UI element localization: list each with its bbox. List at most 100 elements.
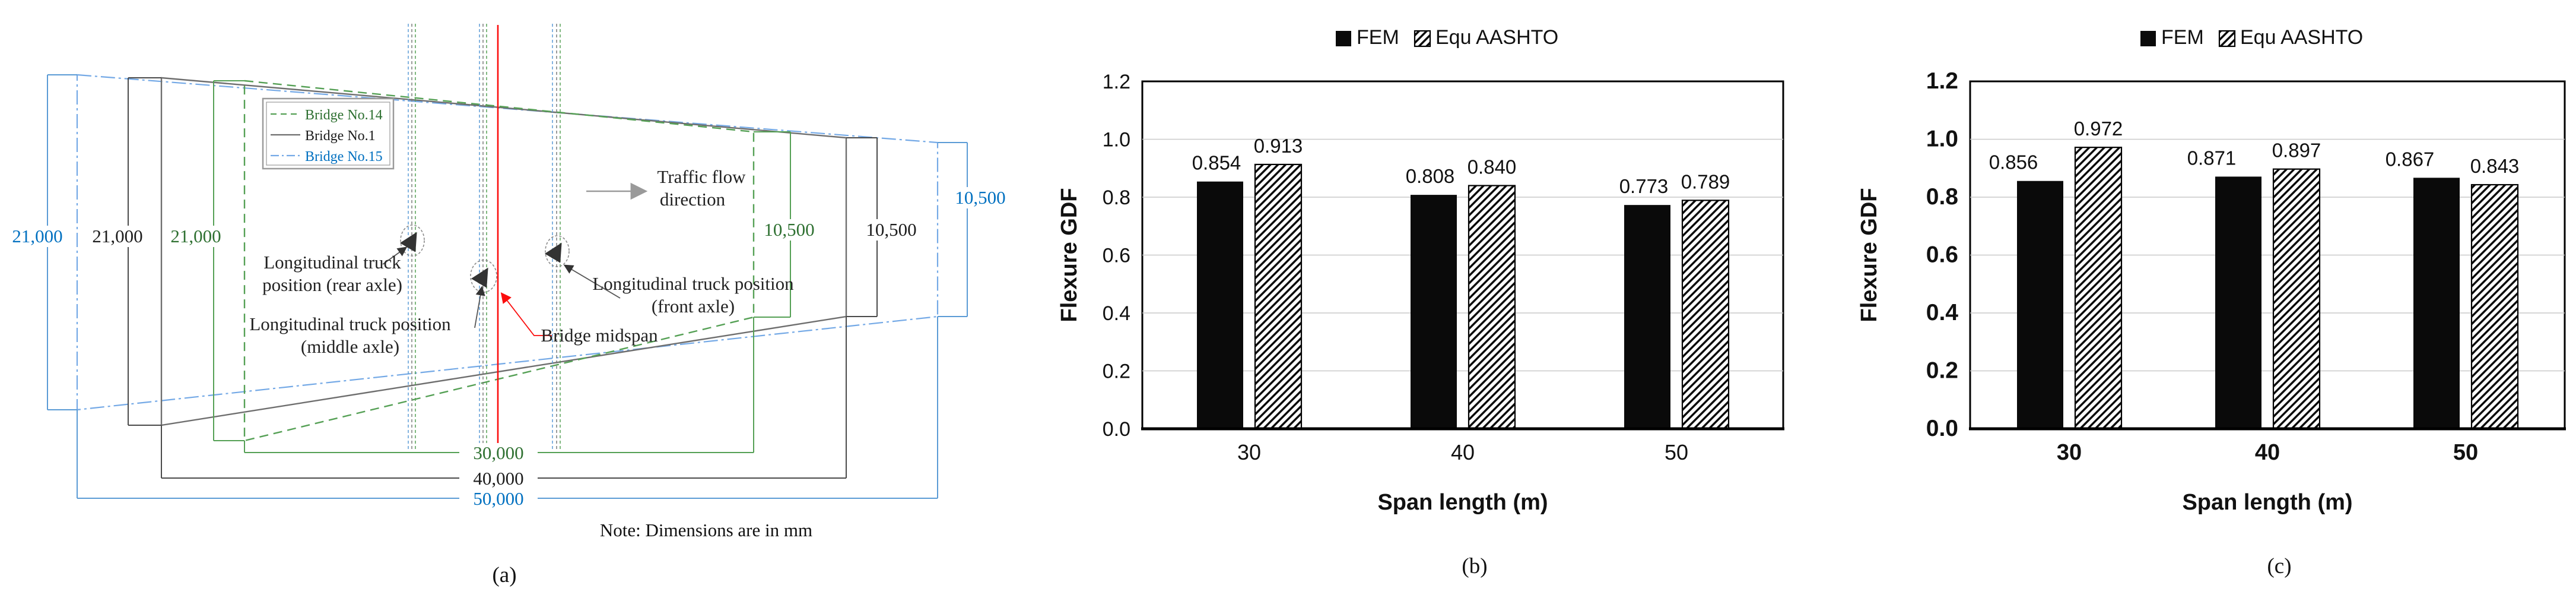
bar-fem-40 (2215, 176, 2261, 429)
y-tick-label: 1.0 (1103, 129, 1130, 151)
y-tick-label: 1.2 (1103, 71, 1130, 93)
label-bg (459, 489, 538, 509)
x-category-label-40: 40 (1451, 440, 1475, 464)
data-label-fem-30: 0.856 (1989, 151, 2038, 173)
caption-a: (a) (492, 563, 516, 587)
label-bg (459, 443, 538, 463)
x-category-label-40: 40 (2255, 440, 2280, 465)
y-tick-label: 0.8 (1103, 186, 1130, 209)
front-axle-label-line2: (front axle) (652, 296, 735, 317)
rear-axle-label-line2: position (rear axle) (262, 274, 402, 295)
data-label-aashto-30: 0.913 (1254, 135, 1303, 157)
legend-marker-fem (2140, 31, 2156, 46)
y-axis-title: Flexure GDF (1057, 188, 1082, 322)
traffic-flow-label-line1: Traffic flow (658, 166, 747, 187)
legend-label-fem: FEM (1357, 26, 1399, 49)
data-label-aashto-50: 0.843 (2470, 155, 2520, 177)
rear-axle-label-line1: Longitudinal truck (263, 252, 401, 273)
dim-bottom-green: 30,000 (473, 442, 523, 463)
legend-marker-aashto (1414, 30, 1431, 48)
x-category-label-50: 50 (1665, 440, 1688, 464)
bridge-plan-diagram: Bridge No.14 Bridge No.1 Bridge No.15 21… (7, 24, 1011, 587)
y-tick-label: 0.0 (1103, 418, 1130, 441)
bar-aashto-40 (1468, 185, 1516, 430)
y-tick-label: 1.2 (1926, 68, 1958, 94)
y-tick-label: 0.4 (1926, 300, 1959, 325)
axle-position-lines-gray (411, 24, 557, 450)
bar-aashto-50 (1681, 200, 1730, 430)
bar-aashto-30 (1254, 163, 1303, 430)
middle-axle-leader (474, 286, 485, 328)
legend-label-no14: Bridge No.14 (305, 107, 383, 123)
midspan-label: Bridge midspan (541, 325, 658, 346)
y-axis-title: Flexure GDF (1857, 188, 1882, 322)
bar-aashto-50 (2470, 184, 2519, 430)
x-axis-title: Span length (m) (2182, 490, 2352, 515)
dim-bottom-black: 40,000 (473, 468, 523, 489)
y-tick-label: 0.4 (1103, 302, 1130, 325)
legend-label-aashto: Equ AASHTO (2240, 26, 2363, 49)
data-label-aashto-50: 0.789 (1681, 170, 1730, 192)
middle-axle-label-line2: (middle axle) (301, 336, 399, 357)
legend-marker-fem (1336, 31, 1351, 46)
label-bg (459, 469, 538, 489)
bar-fem-30 (1197, 181, 1243, 429)
legend-label-no1: Bridge No.1 (305, 128, 376, 144)
dim-left-black: 21,000 (92, 226, 142, 246)
panel-c: 0.0 0.2 0.4 0.6 0.8 1.0 1.2 30 0.856 0.972 40 0.871… (1810, 0, 2576, 601)
y-tick-label: 0.6 (1103, 245, 1130, 267)
bar-aashto-30 (2074, 147, 2123, 430)
bar-fem-30 (2017, 181, 2063, 429)
bar-fem-50 (1624, 205, 1670, 429)
dim-right-green: 10,500 (764, 219, 814, 240)
dimension-lines-blue (47, 74, 968, 499)
rear-axle-leader (382, 246, 408, 265)
label-bg (950, 187, 1011, 208)
data-label-fem-40: 0.808 (1406, 165, 1455, 187)
y-tick-label: 1.0 (1926, 126, 1958, 152)
label-bg (7, 226, 68, 247)
dim-bottom-blue: 50,000 (473, 488, 523, 509)
data-label-fem-50: 0.773 (1619, 175, 1669, 197)
data-label-fem-30: 0.854 (1192, 152, 1241, 174)
chart-caption-c: (c) (2267, 554, 2291, 578)
bar-aashto-40 (2272, 168, 2321, 430)
legend-inner-border (266, 102, 390, 166)
y-tick-label: 0.8 (1926, 184, 1958, 210)
panel-b: 0.0 0.2 0.4 0.6 0.8 1.0 1.2 30 0.854 0.913 40 0.808… (1038, 0, 1810, 601)
label-bg (166, 226, 226, 247)
bar-fem-40 (1411, 195, 1457, 429)
x-category-label-30: 30 (2057, 440, 2082, 465)
traffic-flow-label-line2: direction (660, 189, 726, 210)
middle-axle-arrow-icon (471, 267, 488, 288)
legend-label-no15: Bridge No.15 (305, 149, 383, 165)
y-tick-label: 0.2 (1103, 360, 1130, 383)
bar-fem-50 (2413, 178, 2460, 429)
legend-outer-border (262, 97, 395, 170)
front-axle-arrow-icon (544, 242, 562, 263)
bridge-no14-outline (243, 80, 755, 442)
dim-right-blue: 10,500 (955, 187, 1005, 208)
x-category-label-50: 50 (2453, 440, 2478, 465)
dim-left-green: 21,000 (170, 226, 221, 246)
front-axle-label-line1: Longitudinal truck position (592, 273, 794, 294)
axle-position-lines-green (415, 24, 561, 450)
dimensions-note: Note: Dimensions are in mm (600, 520, 812, 540)
dim-right-black: 10,500 (866, 219, 916, 240)
y-tick-label: 0.6 (1926, 242, 1958, 268)
midspan-leader (500, 292, 552, 336)
label-bg (861, 219, 922, 241)
flexure-gdf-chart-c: 0.0 0.2 0.4 0.6 0.8 1.0 1.2 30 0.856 0.972 40 0.871… (1857, 26, 2566, 578)
front-axle-leader (563, 264, 621, 299)
y-tick-label: 0.0 (1926, 416, 1958, 441)
diagram-legend: Bridge No.14 Bridge No.1 Bridge No.15 (262, 97, 395, 170)
data-label-aashto-30: 0.972 (2074, 118, 2123, 140)
dim-left-blue: 21,000 (12, 226, 62, 246)
legend-marker-aashto (2218, 30, 2236, 48)
rear-axle-arrow-icon (399, 232, 417, 252)
middle-axle-label-line1: Longitudinal truck position (249, 314, 451, 334)
legend-label-fem: FEM (2161, 26, 2204, 49)
chart-caption-b: (b) (1462, 554, 1487, 578)
y-tick-label: 0.2 (1926, 358, 1958, 384)
data-label-aashto-40: 0.897 (2272, 140, 2321, 162)
